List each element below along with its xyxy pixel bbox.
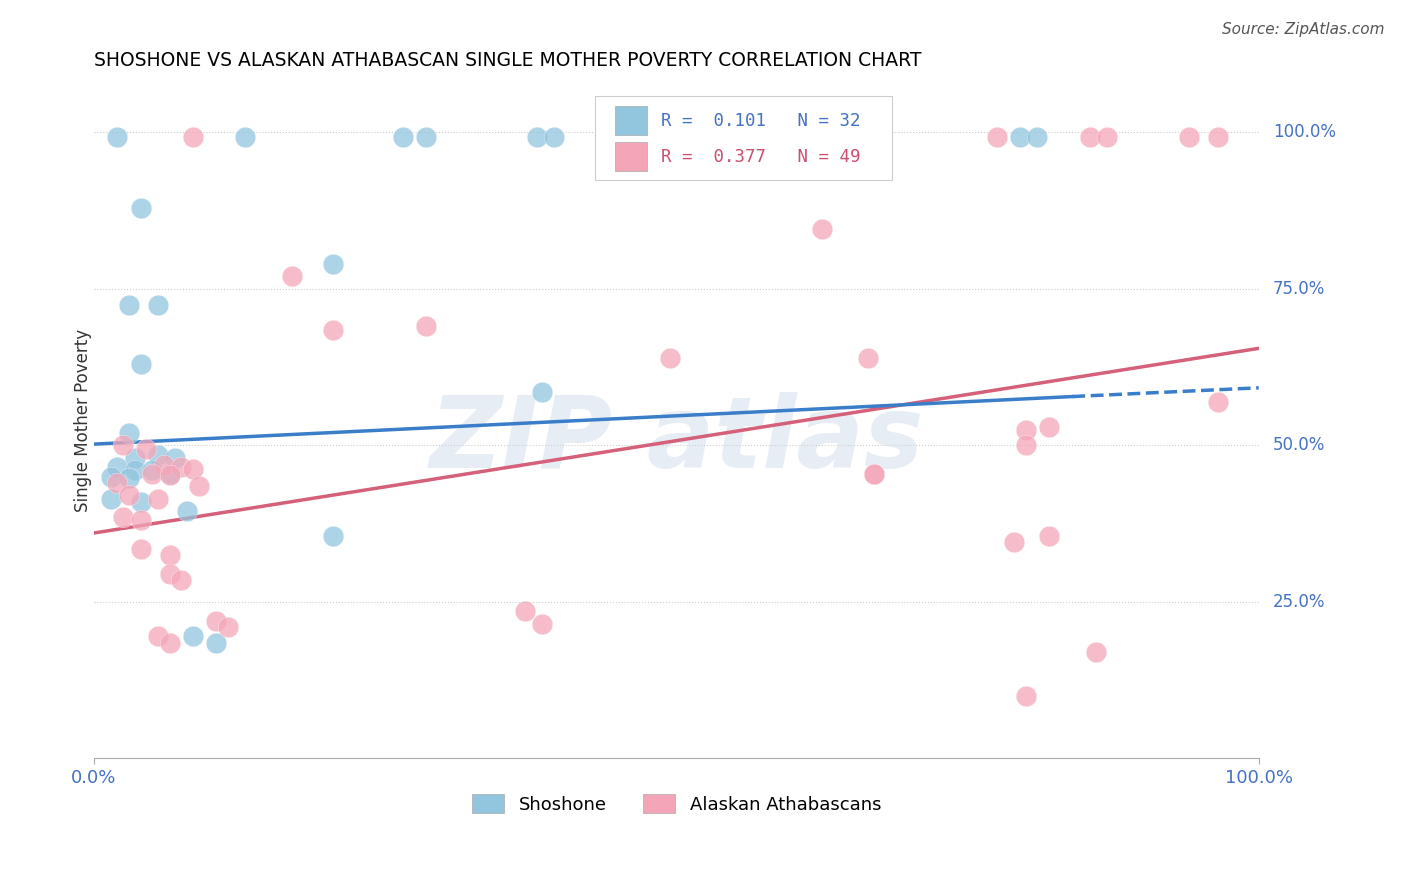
- Point: [1038, 419, 1060, 434]
- Point: [811, 222, 834, 236]
- Point: [205, 635, 228, 649]
- Point: [105, 129, 128, 144]
- Point: [118, 297, 141, 311]
- Point: [799, 129, 821, 144]
- Point: [112, 438, 135, 452]
- Point: [112, 510, 135, 524]
- Point: [100, 491, 122, 506]
- Point: [543, 129, 565, 144]
- Point: [141, 463, 163, 477]
- Point: [695, 129, 717, 144]
- FancyBboxPatch shape: [614, 142, 647, 171]
- Point: [124, 450, 146, 465]
- Point: [817, 129, 839, 144]
- Point: [526, 129, 548, 144]
- Point: [1206, 129, 1229, 144]
- Legend: Shoshone, Alaskan Athabascans: Shoshone, Alaskan Athabascans: [471, 794, 882, 814]
- Point: [170, 460, 193, 475]
- Point: [105, 460, 128, 475]
- Point: [513, 604, 536, 618]
- Point: [723, 129, 745, 144]
- Point: [146, 297, 169, 311]
- Text: 100.0%: 100.0%: [1272, 123, 1336, 142]
- FancyBboxPatch shape: [614, 106, 647, 136]
- Point: [1026, 129, 1049, 144]
- Y-axis label: Single Mother Poverty: Single Mother Poverty: [75, 329, 91, 512]
- Point: [1015, 689, 1038, 703]
- Point: [863, 467, 886, 481]
- Point: [146, 629, 169, 643]
- Point: [1015, 423, 1038, 437]
- Text: R =  0.101   N = 32: R = 0.101 N = 32: [661, 112, 860, 130]
- Point: [205, 614, 228, 628]
- Text: 50.0%: 50.0%: [1272, 436, 1324, 454]
- Point: [1038, 529, 1060, 543]
- Text: R =  0.377   N = 49: R = 0.377 N = 49: [661, 148, 860, 166]
- Point: [181, 129, 204, 144]
- Point: [141, 467, 163, 481]
- Point: [159, 548, 181, 562]
- FancyBboxPatch shape: [595, 95, 891, 180]
- Point: [322, 529, 344, 543]
- Point: [1084, 645, 1107, 659]
- Point: [1206, 394, 1229, 409]
- Point: [659, 351, 682, 365]
- Point: [1178, 129, 1201, 144]
- Point: [129, 514, 152, 528]
- Point: [531, 385, 554, 400]
- Point: [531, 616, 554, 631]
- Point: [391, 129, 413, 144]
- Point: [129, 357, 152, 371]
- Point: [129, 541, 152, 556]
- Point: [146, 491, 169, 506]
- Point: [415, 129, 437, 144]
- Point: [233, 129, 256, 144]
- Point: [1078, 129, 1101, 144]
- Point: [124, 463, 146, 477]
- Point: [159, 467, 181, 481]
- Point: [118, 471, 141, 485]
- Point: [118, 425, 141, 440]
- Point: [170, 573, 193, 587]
- Text: SHOSHONE VS ALASKAN ATHABASCAN SINGLE MOTHER POVERTY CORRELATION CHART: SHOSHONE VS ALASKAN ATHABASCAN SINGLE MO…: [94, 51, 921, 70]
- Text: ZIP atlas: ZIP atlas: [429, 392, 924, 489]
- Point: [118, 488, 141, 502]
- Point: [105, 475, 128, 490]
- Point: [181, 462, 204, 476]
- Point: [1008, 129, 1031, 144]
- Point: [181, 629, 204, 643]
- Point: [1015, 438, 1038, 452]
- Text: 75.0%: 75.0%: [1272, 280, 1324, 298]
- Text: Source: ZipAtlas.com: Source: ZipAtlas.com: [1222, 22, 1385, 37]
- Point: [159, 468, 181, 483]
- Point: [281, 269, 304, 284]
- Point: [176, 504, 198, 518]
- Point: [135, 442, 157, 456]
- Point: [146, 448, 169, 462]
- Point: [863, 467, 886, 481]
- Point: [858, 351, 880, 365]
- Point: [159, 635, 181, 649]
- Text: 25.0%: 25.0%: [1272, 593, 1326, 611]
- Point: [129, 201, 152, 215]
- Point: [322, 257, 344, 271]
- Point: [322, 322, 344, 336]
- Point: [986, 129, 1008, 144]
- Point: [159, 566, 181, 581]
- Point: [187, 479, 209, 493]
- Point: [100, 469, 122, 483]
- Point: [217, 620, 239, 634]
- Point: [1097, 129, 1119, 144]
- Point: [415, 319, 437, 334]
- Point: [1002, 535, 1025, 549]
- Point: [165, 450, 187, 465]
- Point: [671, 129, 693, 144]
- Point: [153, 458, 176, 473]
- Point: [129, 494, 152, 508]
